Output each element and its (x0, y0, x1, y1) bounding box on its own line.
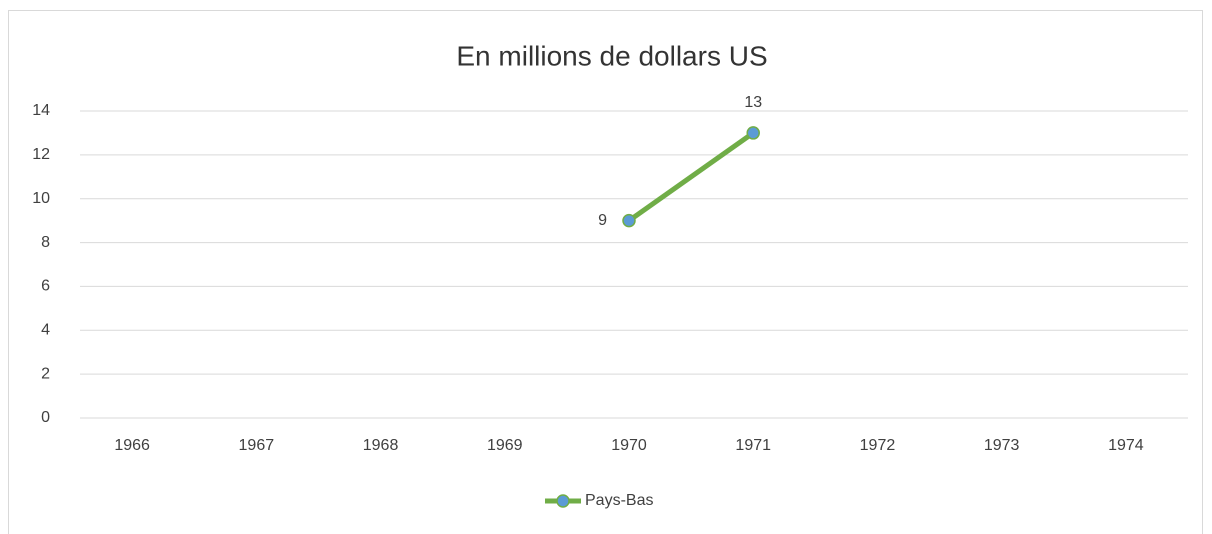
x-tick-label: 1972 (860, 437, 896, 454)
x-tick-label: 1970 (611, 437, 647, 454)
marker (746, 126, 760, 140)
y-tick-label: 14 (32, 102, 50, 119)
series-line (627, 130, 755, 223)
legend-label: Pays-Bas (585, 492, 653, 509)
x-tick-label: 1968 (363, 437, 399, 454)
x-tick-label: 1969 (487, 437, 523, 454)
y-tick-label: 4 (41, 322, 50, 339)
x-tick-label: 1974 (1108, 437, 1144, 454)
chart-title: En millions de dollars US (456, 40, 767, 71)
x-tick-label: 1967 (239, 437, 275, 454)
marker (622, 213, 636, 228)
y-tick-label: 2 (41, 365, 50, 382)
x-tick-label: 1973 (984, 437, 1020, 454)
y-tick-label: 10 (32, 190, 50, 207)
x-tick-label: 1966 (114, 437, 150, 454)
y-tick-label: 0 (41, 409, 50, 426)
data-label: 9 (598, 212, 607, 229)
y-tick-label: 8 (41, 234, 50, 251)
y-tick-label: 6 (41, 278, 50, 295)
y-tick-label: 12 (32, 146, 50, 163)
x-tick-label: 1971 (735, 437, 771, 454)
legend-marker (556, 494, 570, 508)
chart-frame (8, 10, 1203, 534)
data-label: 13 (744, 94, 762, 111)
